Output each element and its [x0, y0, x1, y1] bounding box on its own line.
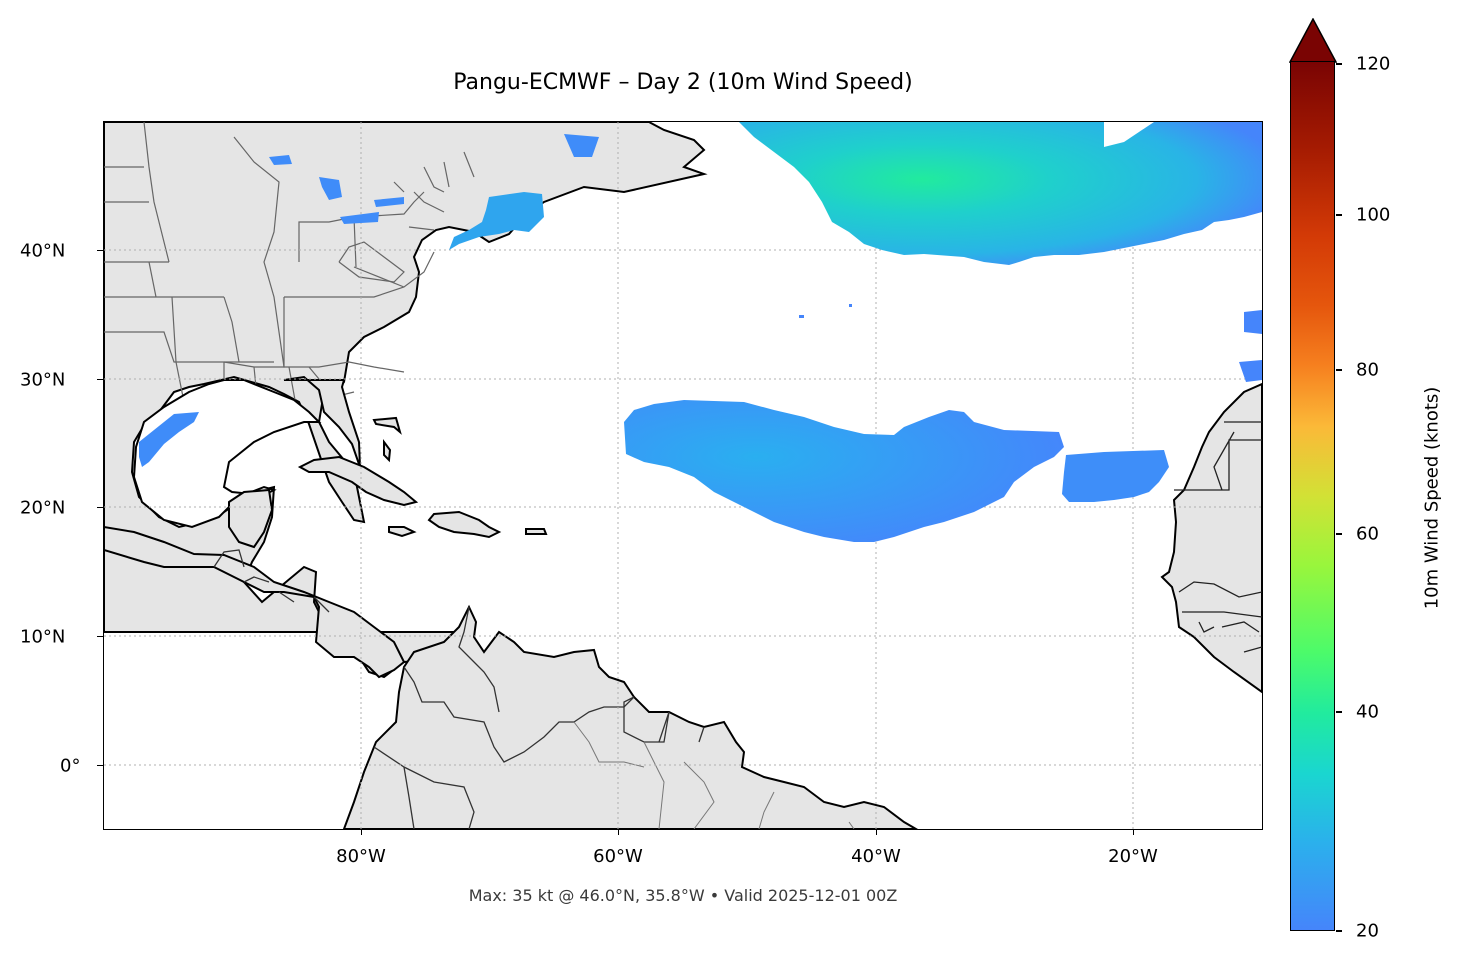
y-tick-label-20n: 20°N — [20, 497, 66, 519]
wind-region-gulf — [139, 412, 199, 467]
land-hispaniola — [427, 510, 502, 539]
y-tick-label-40n: 40°N — [20, 240, 66, 262]
y-tickmark — [97, 379, 103, 381]
land-yucatan — [228, 488, 274, 549]
land-cuba — [297, 455, 419, 507]
colorbar-label-120: 120 — [1356, 53, 1391, 75]
x-tickmark — [876, 829, 878, 835]
colorbar-tick — [1336, 369, 1342, 371]
y-tickmark — [97, 250, 103, 252]
y-tickmark — [97, 636, 103, 638]
land-central-america — [104, 525, 406, 679]
land-africa — [1160, 382, 1262, 694]
colorbar-tick — [1336, 533, 1342, 535]
x-tick-label-40w: 40°W — [851, 846, 901, 867]
wind-field — [139, 122, 1262, 542]
wind-region-east-patch — [1062, 450, 1169, 502]
colorbar-tick — [1336, 63, 1342, 65]
colorbar-extend-arrow-icon — [1289, 18, 1337, 63]
x-tickmark — [361, 829, 363, 835]
colorbar-label-100: 100 — [1356, 204, 1391, 226]
y-tickmark — [97, 765, 103, 767]
wind-region-jet-gap — [1104, 122, 1154, 147]
colorbar — [1290, 61, 1335, 931]
wind-region-speck — [799, 304, 852, 318]
x-tick-label-80w: 80°W — [336, 846, 386, 867]
wind-region-canaries — [1239, 310, 1262, 382]
map-canvas — [104, 122, 1262, 829]
max-valid-caption: Max: 35 kt @ 46.0°N, 35.8°W • Valid 2025… — [468, 886, 898, 905]
wind-region-jet — [739, 122, 1262, 265]
land-south-america — [342, 604, 918, 829]
y-tickmark — [97, 507, 103, 509]
state-borders — [104, 122, 475, 423]
x-tick-label-20w: 20°W — [1108, 846, 1158, 867]
map-plot-area — [104, 122, 1262, 829]
y-tick-label-30n: 30°N — [20, 369, 66, 391]
colorbar-axis-label: 10m Wind Speed (knots) — [1421, 386, 1443, 610]
south-america-borders — [373, 606, 705, 829]
colorbar-tick — [1336, 214, 1342, 216]
colorbar-label-80: 80 — [1356, 359, 1379, 381]
y-tick-label-10n: 10°N — [20, 626, 66, 648]
y-tick-label-0: 0° — [60, 755, 81, 777]
colorbar-label-60: 60 — [1356, 523, 1379, 545]
wind-region-trades — [624, 400, 1064, 542]
colorbar-tick — [1336, 711, 1342, 713]
land-bahamas — [372, 416, 402, 463]
colorbar-tick — [1336, 930, 1342, 932]
colorbar-label-20: 20 — [1356, 920, 1379, 942]
x-tick-label-60w: 60°W — [593, 846, 643, 867]
colorbar-label-40: 40 — [1356, 701, 1379, 723]
land-florida — [283, 375, 361, 468]
x-tickmark — [1133, 829, 1135, 835]
africa-borders — [1174, 421, 1262, 653]
central-america-borders — [213, 549, 330, 613]
land-jamaica — [388, 526, 417, 538]
chart-title: Pangu-ECMWF – Day 2 (10m Wind Speed) — [453, 70, 913, 95]
x-tickmark — [618, 829, 620, 835]
brazil-state-borders — [573, 721, 855, 829]
wind-region-new-england — [449, 192, 544, 250]
land-puerto-rico — [525, 528, 548, 535]
